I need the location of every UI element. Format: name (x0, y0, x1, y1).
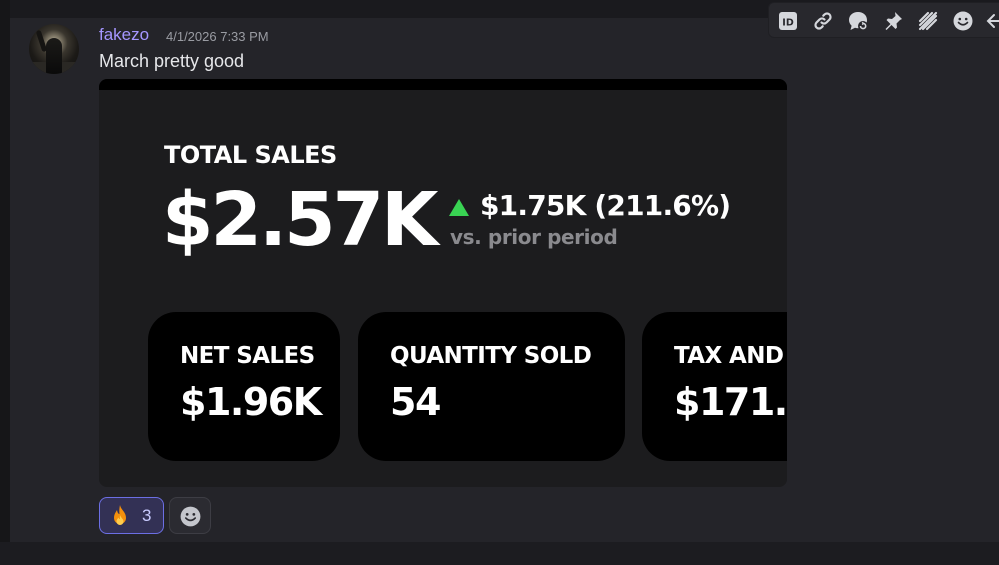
tax-card: TAX AND $171.5 (642, 312, 787, 461)
card-label: QUANTITY SOLD (390, 343, 592, 369)
delta-value: $1.75K (211.6%) (480, 189, 731, 222)
left-gutter (0, 0, 10, 565)
forward-icon[interactable] (917, 10, 939, 32)
total-sales-label: TOTAL SALES (164, 141, 337, 169)
card-label: TAX AND (674, 343, 784, 369)
reply-thread-icon[interactable] (847, 10, 869, 32)
card-value: $1.96K (180, 380, 322, 424)
emoji-icon[interactable] (952, 10, 974, 32)
message-toolbar: ID (768, 2, 999, 38)
avatar-figure (46, 38, 62, 74)
up-arrow-icon (449, 199, 469, 216)
card-value: $171.5 (674, 380, 787, 424)
message-author[interactable]: fakezo (99, 25, 150, 44)
quantity-sold-card: QUANTITY SOLD 54 (358, 312, 625, 461)
delta-caption: vs. prior period (450, 225, 618, 249)
svg-text:ID: ID (782, 18, 794, 29)
back-arrow-icon[interactable] (985, 10, 999, 32)
net-sales-card: NET SALES $1.96K (148, 312, 340, 461)
link-icon[interactable] (812, 10, 834, 32)
pin-icon[interactable] (882, 10, 904, 32)
add-emoji-icon (180, 506, 201, 527)
avatar-arm (35, 29, 48, 53)
bottom-divider (0, 542, 999, 565)
message-timestamp: 4/1/2026 7:33 PM (166, 29, 269, 44)
embed-top-border (99, 79, 787, 90)
fire-reaction-button[interactable]: 3 (99, 497, 164, 534)
card-value: 54 (390, 380, 441, 424)
avatar[interactable] (29, 24, 79, 74)
sales-report-image[interactable]: TOTAL SALES $2.57K $1.75K (211.6%) vs. p… (99, 79, 787, 487)
fire-icon (114, 505, 126, 525)
app-id-icon[interactable]: ID (777, 10, 799, 32)
message-text: March pretty good (99, 51, 245, 71)
reaction-count: 3 (142, 506, 152, 525)
card-label: NET SALES (180, 343, 315, 369)
total-sales-value: $2.57K (162, 177, 438, 263)
add-reaction-button[interactable] (169, 497, 211, 534)
